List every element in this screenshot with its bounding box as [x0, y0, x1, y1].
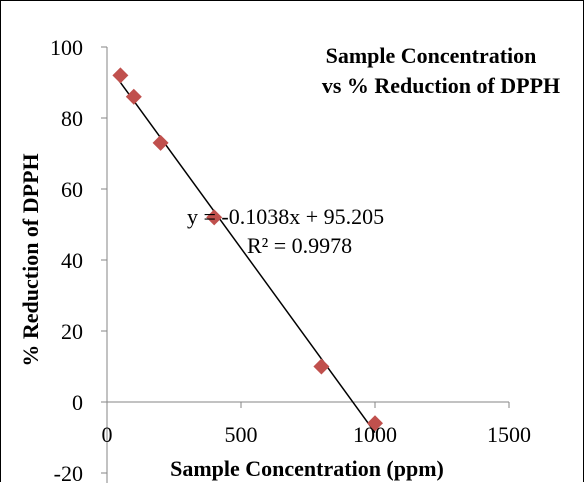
x-tick-label: 1500	[487, 422, 531, 447]
y-tick-label: 80	[61, 106, 83, 131]
y-axis-label: % Reduction of DPPH	[18, 153, 43, 366]
data-point	[206, 209, 223, 226]
trendline-equation: y = -0.1038x + 95.205	[187, 204, 384, 229]
data-point	[125, 88, 142, 105]
x-axis-label: Sample Concentration (ppm)	[170, 456, 444, 481]
data-point	[112, 67, 129, 84]
chart-title-line-1: Sample Concentration	[326, 43, 537, 68]
y-tick-label: 60	[61, 177, 83, 202]
axes-layer	[106, 47, 509, 483]
chart-title-line-2: vs % Reduction of DPPH	[322, 73, 560, 98]
y-tick-label: -20	[54, 461, 83, 483]
y-tick-label: 0	[72, 390, 83, 415]
data-point	[313, 358, 330, 375]
y-tick-label: 100	[50, 35, 83, 60]
trendline-r-squared: R² = 0.9978	[247, 233, 352, 258]
x-tick-label: 500	[225, 422, 258, 447]
data-point	[367, 415, 383, 432]
points-layer	[112, 67, 383, 432]
x-tick-label: 0	[102, 422, 113, 447]
y-tick-label: 20	[61, 319, 83, 344]
data-point	[152, 134, 169, 151]
y-tick-label: 40	[61, 248, 83, 273]
